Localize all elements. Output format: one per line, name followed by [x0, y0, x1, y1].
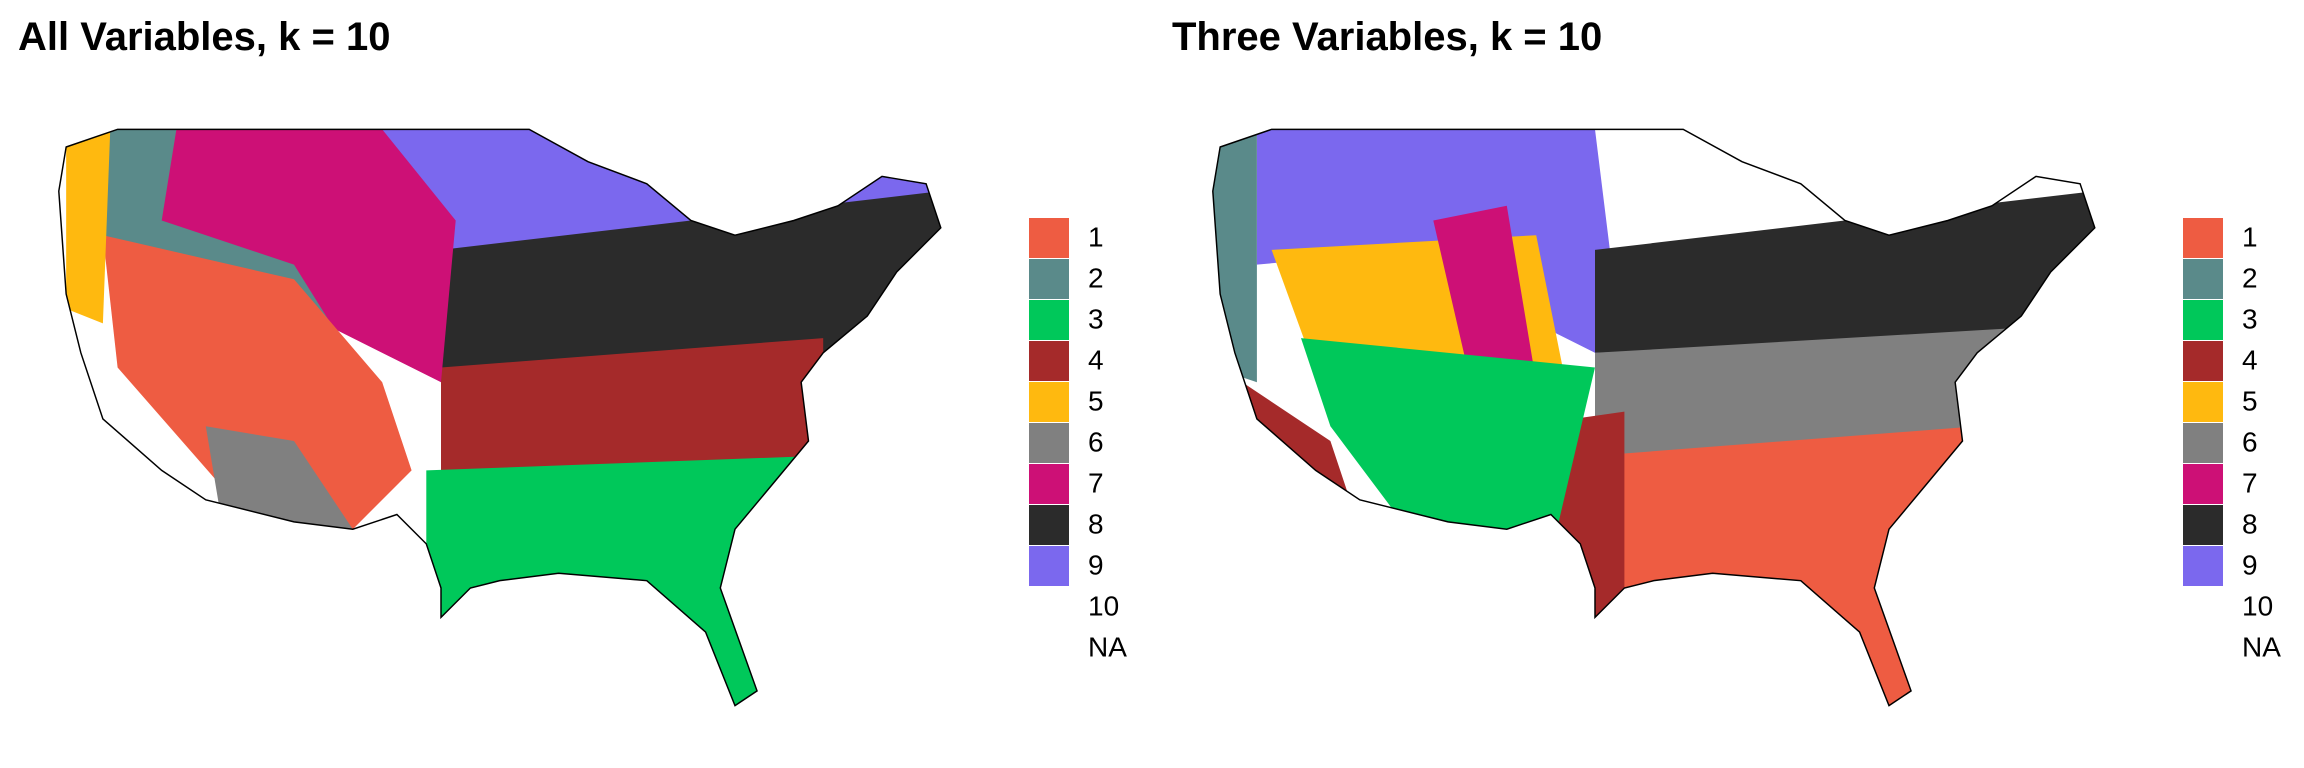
legend-label: 4 [1088, 344, 1104, 375]
legend-label: NA [2242, 631, 2281, 662]
cluster-region [441, 191, 941, 383]
legend-swatch [1029, 423, 1069, 463]
legend-label: 8 [1088, 508, 1104, 539]
legend-label: 9 [1088, 549, 1104, 580]
legend-label: 7 [1088, 467, 1104, 498]
legend-swatch [2183, 300, 2223, 340]
legend-label: 5 [1088, 385, 1104, 416]
legend-swatch [2183, 628, 2223, 668]
map [1212, 128, 2096, 707]
panel-title: All Variables, k = 10 [18, 15, 390, 59]
legend-swatch [1029, 341, 1069, 381]
cluster-region [147, 129, 456, 383]
legend-swatch [1029, 505, 1069, 545]
legend-swatch [2183, 382, 2223, 422]
legend-swatch [1029, 259, 1069, 299]
legend-swatch [1029, 628, 1069, 668]
legend-swatch [1029, 382, 1069, 422]
legend-label: 1 [1088, 221, 1104, 252]
cluster-region [1595, 191, 2095, 353]
legend-label: 3 [2242, 303, 2258, 334]
legend-label: 2 [1088, 262, 1104, 293]
legend-label: 10 [2242, 590, 2273, 621]
legend-swatch [2183, 341, 2223, 381]
cluster-region [1595, 426, 1978, 706]
legend-swatch [2183, 464, 2223, 504]
legend-label: 6 [1088, 426, 1104, 457]
legend-swatch [1029, 464, 1069, 504]
cluster-region [441, 338, 824, 486]
legend-label: 6 [2242, 426, 2258, 457]
legend-swatch [2183, 587, 2223, 627]
legend-swatch [2183, 423, 2223, 463]
cluster-region [1301, 338, 1595, 618]
cluster-region [66, 129, 111, 324]
legend-label: 5 [2242, 385, 2258, 416]
legend-swatch [1029, 300, 1069, 340]
legend-label: 7 [2242, 467, 2258, 498]
legend-label: 10 [1088, 590, 1119, 621]
cluster-region [1212, 129, 1257, 383]
map-regions [58, 129, 941, 706]
legend-label: 2 [2242, 262, 2258, 293]
legend-swatch [1029, 546, 1069, 586]
legend-swatch [2183, 218, 2223, 258]
legend-label: NA [1088, 631, 1127, 662]
map-regions [1212, 129, 2095, 706]
legend-label: 3 [1088, 303, 1104, 334]
legend-swatch [1029, 587, 1069, 627]
cluster-region [205, 426, 353, 530]
map [58, 128, 942, 707]
legend-label: 8 [2242, 508, 2258, 539]
legend-label: 1 [2242, 221, 2258, 252]
panel-title: Three Variables, k = 10 [1172, 15, 1602, 59]
legend-swatch [1029, 218, 1069, 258]
legend-label: 9 [2242, 549, 2258, 580]
us-outline [58, 128, 942, 707]
legend-swatch [2183, 505, 2223, 545]
us-outline [1212, 128, 2096, 707]
legend-swatch [2183, 259, 2223, 299]
legend-label: 4 [2242, 344, 2258, 375]
legend-swatch [2183, 546, 2223, 586]
cluster-region [102, 235, 412, 530]
